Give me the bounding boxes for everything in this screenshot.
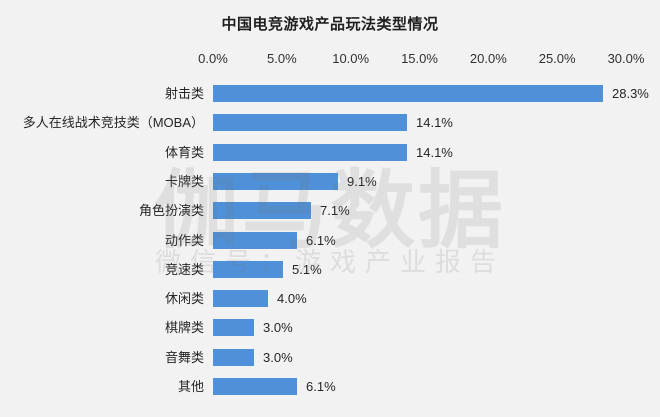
- bar: [213, 85, 603, 102]
- category-label: 体育类: [164, 145, 204, 160]
- chart-title: 中国电竞游戏产品玩法类型情况: [221, 16, 439, 33]
- value-label: 3.0%: [263, 320, 293, 335]
- category-label: 卡牌类: [164, 174, 204, 189]
- category-label: 角色扮演类: [138, 203, 204, 218]
- x-axis-tick: 5.0%: [267, 51, 297, 66]
- bar: [213, 378, 297, 395]
- bar: [213, 261, 283, 278]
- category-label: 动作类: [164, 233, 204, 248]
- bar: [213, 232, 297, 249]
- category-label: 多人在线战术竞技类（MOBA）: [22, 115, 204, 130]
- value-label: 6.1%: [306, 233, 336, 248]
- value-label: 6.1%: [306, 379, 336, 394]
- value-label: 28.3%: [612, 86, 649, 101]
- bar: [213, 319, 254, 336]
- bar: [213, 290, 268, 307]
- x-axis-tick: 30.0%: [607, 51, 645, 66]
- value-label: 7.1%: [320, 203, 350, 218]
- value-label: 3.0%: [263, 350, 293, 365]
- value-label: 14.1%: [416, 145, 453, 160]
- x-axis-tick: 20.0%: [469, 51, 507, 66]
- x-axis-tick: 15.0%: [401, 51, 438, 66]
- category-label: 竞速类: [164, 262, 204, 277]
- category-label: 其他: [177, 379, 204, 394]
- bar: [213, 114, 407, 131]
- x-axis-tick: 25.0%: [538, 51, 576, 66]
- value-label: 14.1%: [416, 115, 453, 130]
- value-label: 4.0%: [277, 291, 307, 306]
- category-label: 休闲类: [164, 291, 204, 306]
- bar: [213, 173, 338, 190]
- bar: [213, 202, 311, 219]
- x-axis-tick: 10.0%: [332, 51, 370, 66]
- value-label: 9.1%: [347, 174, 377, 189]
- bar: [213, 144, 407, 161]
- category-label: 射击类: [164, 86, 204, 101]
- category-label: 棋牌类: [164, 320, 204, 335]
- category-label: 音舞类: [164, 350, 204, 365]
- x-axis-tick: 0.0%: [198, 51, 228, 66]
- bar: [213, 349, 254, 366]
- value-label: 5.1%: [292, 262, 322, 277]
